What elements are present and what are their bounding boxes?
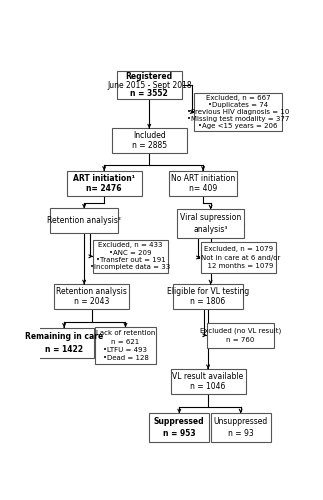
FancyBboxPatch shape <box>54 284 129 310</box>
Text: 12 months = 1079: 12 months = 1079 <box>203 264 273 270</box>
Text: No ART initiation: No ART initiation <box>171 174 235 182</box>
Text: Registered: Registered <box>126 72 173 82</box>
Text: •Transfer out = 191: •Transfer out = 191 <box>96 257 165 263</box>
Text: •ANC = 209: •ANC = 209 <box>109 250 152 256</box>
Text: n = 3552: n = 3552 <box>130 89 168 98</box>
Text: •Incomplete data = 33: •Incomplete data = 33 <box>90 264 171 270</box>
FancyBboxPatch shape <box>149 413 209 442</box>
Text: Included: Included <box>133 132 166 140</box>
Text: ART initiation¹: ART initiation¹ <box>73 174 135 182</box>
Text: •Missing test modality = 377: •Missing test modality = 377 <box>187 116 289 122</box>
Text: n = 760: n = 760 <box>226 338 255 344</box>
Text: n= 409: n= 409 <box>189 184 217 192</box>
FancyBboxPatch shape <box>50 208 118 234</box>
Text: n = 2885: n = 2885 <box>132 142 167 150</box>
Text: Unsuppressed: Unsuppressed <box>214 418 268 426</box>
Text: n = 1806: n = 1806 <box>191 298 226 306</box>
Text: •Duplicates = 74: •Duplicates = 74 <box>208 102 268 108</box>
Text: Retention analysis²: Retention analysis² <box>47 216 121 226</box>
FancyBboxPatch shape <box>194 92 282 131</box>
FancyBboxPatch shape <box>201 242 276 273</box>
FancyBboxPatch shape <box>207 323 275 348</box>
FancyBboxPatch shape <box>171 369 246 394</box>
Text: n= 2476: n= 2476 <box>87 184 122 192</box>
Text: •LTFU = 493: •LTFU = 493 <box>103 346 148 352</box>
Text: •Previous HIV diagnosis = 10: •Previous HIV diagnosis = 10 <box>187 109 289 115</box>
Text: Viral supression: Viral supression <box>180 214 241 222</box>
FancyBboxPatch shape <box>34 328 94 358</box>
FancyBboxPatch shape <box>67 170 142 196</box>
Text: VL result available: VL result available <box>172 372 244 381</box>
Text: Excluded, n = 667: Excluded, n = 667 <box>206 95 270 101</box>
Text: Eligible for VL testing: Eligible for VL testing <box>167 288 249 296</box>
Text: n = 1046: n = 1046 <box>190 382 226 391</box>
FancyBboxPatch shape <box>177 209 245 238</box>
Text: n = 621: n = 621 <box>111 338 140 344</box>
Text: June 2015 - Sept 2018: June 2015 - Sept 2018 <box>107 80 192 90</box>
FancyBboxPatch shape <box>112 128 187 154</box>
Text: Remaining in care: Remaining in care <box>25 332 103 342</box>
Text: n = 1422: n = 1422 <box>45 344 83 354</box>
Text: Retention analysis: Retention analysis <box>56 288 127 296</box>
Text: analysis³: analysis³ <box>193 225 228 234</box>
Text: n = 953: n = 953 <box>163 429 196 438</box>
FancyBboxPatch shape <box>169 170 237 196</box>
Text: n = 93: n = 93 <box>228 429 254 438</box>
Text: Excluded, n = 433: Excluded, n = 433 <box>98 242 163 248</box>
Text: Excluded, n = 1079: Excluded, n = 1079 <box>203 246 273 252</box>
FancyBboxPatch shape <box>93 240 168 272</box>
Text: •Dead = 128: •Dead = 128 <box>102 355 149 361</box>
Text: Excluded (no VL result): Excluded (no VL result) <box>200 327 281 334</box>
FancyBboxPatch shape <box>173 284 243 310</box>
Text: •Age <15 years = 206: •Age <15 years = 206 <box>198 123 278 129</box>
Text: Lack of retention: Lack of retention <box>96 330 155 336</box>
Text: Suppressed: Suppressed <box>154 418 204 426</box>
Text: •Not in care at 6 and/or: •Not in care at 6 and/or <box>196 254 280 260</box>
FancyBboxPatch shape <box>117 70 182 100</box>
FancyBboxPatch shape <box>211 413 271 442</box>
Text: n = 2043: n = 2043 <box>74 298 109 306</box>
FancyBboxPatch shape <box>96 328 156 364</box>
